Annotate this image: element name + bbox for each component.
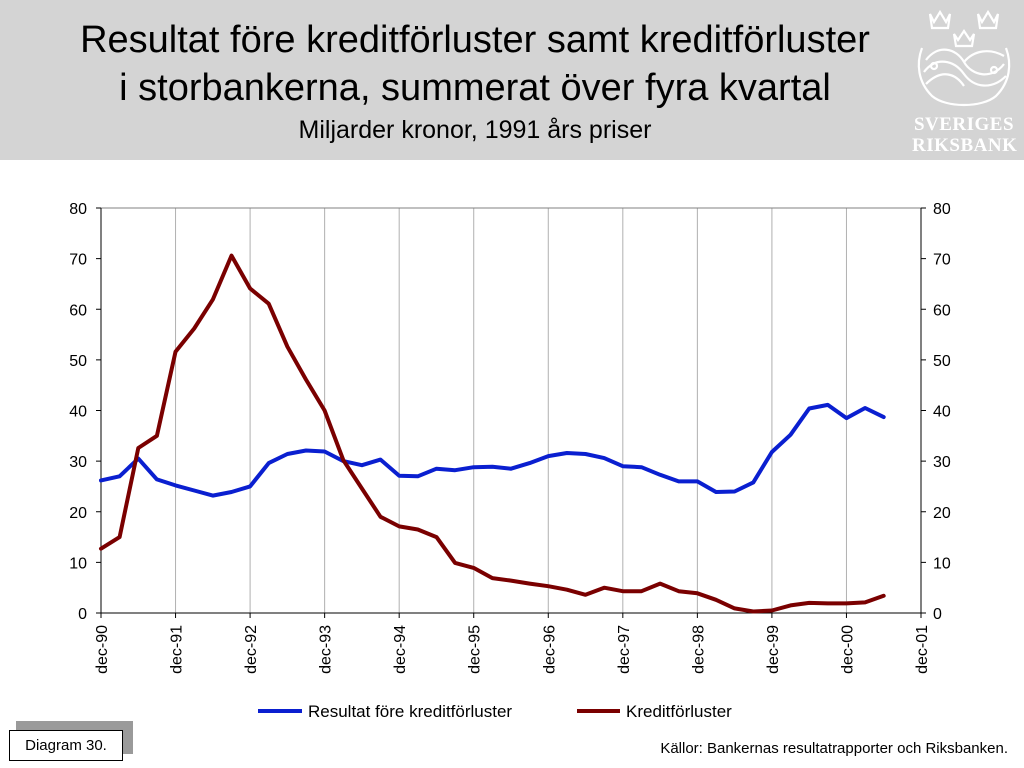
y-tick-label-left: 50	[69, 353, 87, 370]
y-tick-label-right: 30	[933, 454, 951, 471]
y-tick-label-right: 50	[933, 353, 951, 370]
y-tick-label-right: 60	[933, 302, 951, 319]
y-tick-label-right: 80	[933, 201, 951, 218]
source-note: Källor: Bankernas resultatrapporter och …	[660, 740, 1008, 757]
riksbank-logo: SVERIGES RIKSBANK	[912, 4, 1018, 156]
x-tick-label: dec-94	[392, 625, 409, 674]
series-line-1	[99, 402, 886, 498]
logo-text-sveriges: SVERIGES	[913, 114, 1015, 135]
logo-text-riksbank: RIKSBANK	[912, 135, 1018, 156]
chart-title-line-2: i storbankerna, summerat över fyra kvart…	[119, 67, 831, 109]
series-line-2	[99, 253, 886, 614]
x-axis-ticks: dec-90 dec-91 dec-92 dec-93 dec-94 dec-95 dec-…	[94, 613, 931, 674]
x-tick-label: dec-93	[318, 625, 335, 674]
y-axis-left-ticks: 0 10 20 30 40 50 60 70 80	[69, 201, 101, 623]
riksbank-emblem-icon	[917, 9, 1011, 106]
vertical-gridlines	[175, 208, 847, 613]
x-tick-label: dec-91	[169, 625, 186, 674]
legend: Resultat före kreditförluster Kreditförlu…	[258, 702, 732, 721]
y-tick-label-right: 20	[933, 505, 951, 522]
legend-label-2: Kreditförluster	[626, 702, 732, 721]
y-tick-label-right: 0	[933, 606, 942, 623]
diagram-label: Diagram 30.	[9, 730, 123, 761]
chart-title-line-1: Resultat före kreditförluster samt kredi…	[80, 19, 870, 61]
x-tick-label: dec-00	[839, 625, 856, 674]
y-tick-label-left: 0	[78, 606, 87, 623]
y-tick-label-right: 70	[933, 252, 951, 269]
x-tick-label: dec-97	[616, 625, 633, 674]
x-tick-label: dec-01	[914, 625, 931, 674]
y-axis-right-ticks: 0 10 20 30 40 50 60 70 80	[921, 201, 951, 623]
y-tick-label-left: 10	[69, 555, 87, 572]
y-tick-label-left: 70	[69, 252, 87, 269]
y-tick-label-right: 40	[933, 404, 951, 421]
x-tick-label: dec-99	[765, 625, 782, 674]
header-band: Resultat före kreditförluster samt kredi…	[0, 0, 1024, 160]
x-tick-label: dec-92	[243, 625, 260, 674]
y-tick-label-right: 10	[933, 555, 951, 572]
line-chart: 0 10 20 30 40 50 60 70 80 0 10 20 30 40 50 60 70 80 dec-…	[69, 201, 951, 721]
chart-subtitle: Miljarder kronor, 1991 års priser	[298, 116, 652, 144]
x-tick-label: dec-96	[541, 625, 558, 674]
legend-label-1: Resultat före kreditförluster	[308, 702, 512, 721]
x-tick-label: dec-90	[94, 625, 111, 674]
y-tick-label-left: 60	[69, 302, 87, 319]
y-tick-label-left: 20	[69, 505, 87, 522]
y-tick-label-left: 80	[69, 201, 87, 218]
x-tick-label: dec-98	[690, 625, 707, 674]
y-tick-label-left: 40	[69, 404, 87, 421]
x-tick-label: dec-95	[467, 625, 484, 674]
y-tick-label-left: 30	[69, 454, 87, 471]
series-lines	[99, 253, 886, 614]
